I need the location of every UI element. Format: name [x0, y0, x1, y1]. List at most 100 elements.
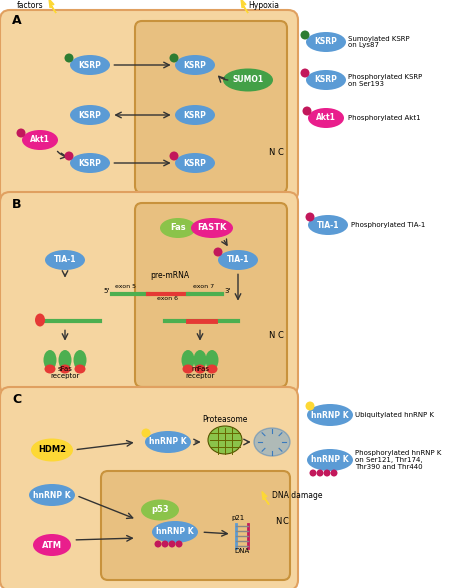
Ellipse shape [330, 469, 337, 476]
Text: TIA-1: TIA-1 [227, 256, 249, 265]
Polygon shape [49, 0, 56, 13]
Ellipse shape [58, 350, 72, 370]
Ellipse shape [193, 350, 207, 370]
Text: hnRNP K: hnRNP K [311, 410, 349, 419]
Text: Phosphorylated TIA-1: Phosphorylated TIA-1 [351, 222, 425, 228]
Text: Ubiquitylated hnRNP K: Ubiquitylated hnRNP K [355, 412, 434, 418]
Ellipse shape [302, 106, 311, 115]
Ellipse shape [306, 402, 315, 410]
Polygon shape [262, 492, 269, 505]
Text: Phosphorylated hnRNP K
on Ser121, Thr174,
Thr390 and Thr440: Phosphorylated hnRNP K on Ser121, Thr174… [355, 450, 441, 470]
Ellipse shape [175, 55, 215, 75]
Ellipse shape [307, 449, 353, 471]
Text: HDM2: HDM2 [38, 446, 66, 455]
Ellipse shape [182, 365, 193, 373]
Ellipse shape [31, 439, 73, 462]
Text: KSRP: KSRP [315, 75, 337, 85]
Ellipse shape [60, 365, 71, 373]
Text: KSRP: KSRP [183, 159, 207, 168]
Ellipse shape [194, 365, 206, 373]
Ellipse shape [64, 54, 73, 62]
Text: ATM: ATM [42, 540, 62, 550]
Ellipse shape [64, 152, 73, 161]
Text: sFas
receptor: sFas receptor [50, 366, 80, 379]
Polygon shape [241, 0, 248, 13]
Ellipse shape [155, 540, 162, 547]
Text: hnRNP K: hnRNP K [311, 456, 349, 465]
Ellipse shape [33, 534, 71, 556]
Ellipse shape [191, 218, 233, 238]
Ellipse shape [162, 540, 168, 547]
Text: C: C [12, 393, 21, 406]
FancyBboxPatch shape [101, 471, 290, 580]
Text: DNA: DNA [234, 548, 250, 554]
FancyBboxPatch shape [0, 387, 298, 588]
Ellipse shape [160, 218, 196, 238]
Ellipse shape [70, 153, 110, 173]
Text: Growth
factors: Growth factors [16, 0, 44, 10]
Text: Hypoxia: Hypoxia [248, 1, 279, 10]
Ellipse shape [306, 32, 346, 52]
Ellipse shape [175, 540, 182, 547]
Ellipse shape [35, 313, 45, 326]
Text: DNA damage: DNA damage [272, 491, 322, 500]
Text: Fas: Fas [170, 223, 186, 232]
Ellipse shape [310, 469, 317, 476]
Ellipse shape [74, 365, 85, 373]
Text: KSRP: KSRP [315, 38, 337, 46]
Ellipse shape [175, 153, 215, 173]
Ellipse shape [323, 469, 330, 476]
FancyBboxPatch shape [0, 192, 298, 395]
Text: 5': 5' [103, 288, 109, 294]
Ellipse shape [70, 55, 110, 75]
Text: KSRP: KSRP [79, 159, 101, 168]
Text: Phosphorylated KSRP
on Ser193: Phosphorylated KSRP on Ser193 [348, 74, 422, 86]
Ellipse shape [175, 105, 215, 125]
Text: C: C [283, 517, 289, 526]
Ellipse shape [17, 129, 26, 138]
Ellipse shape [73, 350, 86, 370]
Text: B: B [12, 198, 21, 211]
Text: C: C [278, 148, 284, 157]
Ellipse shape [213, 248, 222, 256]
Ellipse shape [141, 499, 179, 520]
Ellipse shape [207, 365, 218, 373]
Text: Sumoylated KSRP
on Lys87: Sumoylated KSRP on Lys87 [348, 35, 410, 48]
Text: exon 6: exon 6 [157, 296, 179, 301]
Ellipse shape [170, 152, 179, 161]
Ellipse shape [223, 68, 273, 92]
Ellipse shape [45, 250, 85, 270]
Ellipse shape [301, 31, 310, 39]
FancyBboxPatch shape [135, 21, 287, 193]
Text: Akt1: Akt1 [30, 135, 50, 145]
Text: C: C [278, 331, 284, 340]
Ellipse shape [206, 350, 219, 370]
Text: hnRNP K: hnRNP K [33, 490, 71, 499]
Text: N: N [268, 331, 274, 340]
Text: KSRP: KSRP [79, 111, 101, 119]
Text: TIA-1: TIA-1 [317, 220, 339, 229]
FancyBboxPatch shape [0, 10, 298, 202]
Text: KSRP: KSRP [183, 61, 207, 69]
Text: N: N [268, 148, 274, 157]
Ellipse shape [152, 521, 198, 543]
Ellipse shape [170, 54, 179, 62]
Ellipse shape [308, 108, 344, 128]
FancyBboxPatch shape [135, 203, 287, 387]
Text: hnRNP K: hnRNP K [156, 527, 194, 536]
Text: KSRP: KSRP [79, 61, 101, 69]
Ellipse shape [45, 365, 55, 373]
Ellipse shape [142, 429, 151, 437]
Text: A: A [12, 14, 22, 27]
Text: TIA-1: TIA-1 [54, 256, 76, 265]
Ellipse shape [317, 469, 323, 476]
Ellipse shape [182, 350, 194, 370]
Ellipse shape [29, 484, 75, 506]
Text: p21: p21 [231, 515, 245, 521]
Text: hnRNP K: hnRNP K [149, 437, 187, 446]
Text: exon 5: exon 5 [116, 284, 137, 289]
Ellipse shape [308, 215, 348, 235]
Text: p53: p53 [151, 506, 169, 514]
Ellipse shape [44, 350, 56, 370]
Ellipse shape [145, 431, 191, 453]
